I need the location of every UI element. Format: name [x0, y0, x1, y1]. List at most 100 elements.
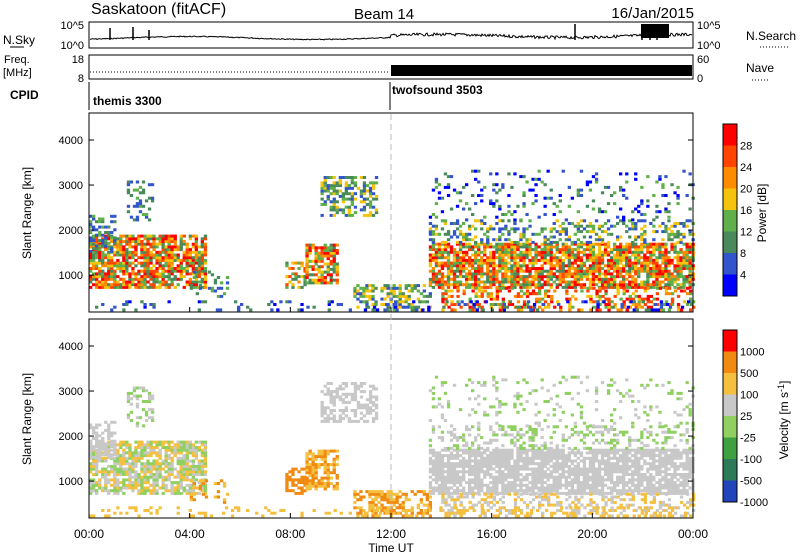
heatmap-cell	[522, 281, 525, 284]
heatmap-cell	[223, 498, 226, 501]
heatmap-cell	[637, 267, 640, 270]
heatmap-cell	[318, 279, 321, 282]
heatmap-cell	[119, 240, 122, 243]
heatmap-cell	[486, 281, 489, 284]
heatmap-cell	[152, 248, 155, 251]
heatmap-cell	[435, 251, 438, 254]
heatmap-cell	[321, 390, 324, 393]
heatmap-cell	[128, 286, 131, 289]
heatmap-cell	[198, 470, 201, 473]
heatmap-cell	[159, 473, 162, 476]
heatmap-cell	[519, 465, 522, 468]
heatmap-cell	[177, 248, 180, 251]
heatmap-cell	[459, 264, 462, 267]
heatmap-cell	[550, 227, 553, 230]
heatmap-cell	[541, 449, 544, 452]
heatmap-cell	[438, 254, 441, 257]
heatmap-cell	[686, 262, 689, 265]
heatmap-cell	[523, 303, 526, 306]
heatmap-cell	[498, 205, 501, 208]
heatmap-cell	[504, 254, 507, 257]
heatmap-cell	[513, 473, 516, 476]
heatmap-cell	[321, 458, 324, 461]
heatmap-cell	[146, 248, 149, 251]
heatmap-cell	[544, 487, 547, 490]
heatmap-cell	[577, 227, 580, 230]
heatmap-cell	[396, 308, 399, 311]
heatmap-cell	[507, 254, 510, 257]
heatmap-cell	[547, 275, 550, 278]
heatmap-cell	[327, 265, 330, 268]
heatmap-cell	[168, 465, 171, 468]
heatmap-cell	[619, 236, 622, 239]
heatmap-cell	[193, 493, 196, 496]
heatmap-cell	[438, 457, 441, 460]
heatmap-cell	[192, 256, 195, 259]
heatmap-cell	[149, 476, 152, 479]
heatmap-cell	[516, 465, 519, 468]
heatmap-cell	[324, 463, 327, 466]
heatmap-cell	[140, 251, 143, 254]
heatmap-cell	[607, 259, 610, 262]
heatmap-cell	[368, 496, 371, 499]
heatmap-cell	[300, 487, 303, 490]
heatmap-cell	[387, 501, 390, 504]
heatmap-cell	[531, 262, 534, 265]
heatmap-cell	[171, 446, 174, 449]
heatmap-cell	[617, 308, 620, 311]
heatmap-cell	[689, 278, 692, 281]
heatmap-cell	[101, 251, 104, 254]
heatmap-cell	[192, 473, 195, 476]
heatmap-cell	[453, 308, 456, 311]
heatmap-cell	[305, 257, 308, 260]
heatmap-cell	[470, 300, 473, 303]
heatmap-cell	[351, 181, 354, 184]
heatmap-cell	[171, 237, 174, 240]
heatmap-cell	[180, 235, 183, 238]
heatmap-cell	[134, 283, 137, 286]
heatmap-cell	[541, 259, 544, 262]
heatmap-cell	[628, 270, 631, 273]
heatmap-cell	[480, 194, 483, 197]
heatmap-cell	[177, 489, 180, 492]
heatmap-cell	[134, 243, 137, 246]
heatmap-cell	[110, 270, 113, 273]
heatmap-cell	[474, 202, 477, 205]
heatmap-cell	[321, 187, 324, 190]
heatmap-cell	[186, 492, 189, 495]
heatmap-cell	[531, 241, 534, 244]
heatmap-cell	[520, 308, 523, 311]
heatmap-cell	[183, 460, 186, 463]
heatmap-cell	[155, 462, 158, 465]
heatmap-cell	[183, 254, 186, 257]
heatmap-cell	[644, 298, 647, 301]
heatmap-cell	[333, 458, 336, 461]
heatmap-cell	[596, 306, 599, 309]
heatmap-cell	[336, 281, 339, 284]
heatmap-cell	[113, 254, 116, 257]
heatmap-cell	[192, 235, 195, 238]
heatmap-cell	[119, 457, 122, 460]
heatmap-cell	[649, 275, 652, 278]
heatmap-cell	[192, 451, 195, 454]
heatmap-cell	[330, 382, 333, 385]
heatmap-cell	[240, 303, 243, 306]
heatmap-cell	[201, 240, 204, 243]
heatmap-cell	[513, 267, 516, 270]
heatmap-cell	[171, 449, 174, 452]
heatmap-cell	[658, 275, 661, 278]
heatmap-cell	[435, 178, 438, 181]
heatmap-cell	[171, 462, 174, 465]
heatmap-cell	[201, 254, 204, 257]
heatmap-cell	[429, 270, 432, 273]
heatmap-cell	[372, 420, 375, 423]
heatmap-cell	[165, 281, 168, 284]
heatmap-cell	[673, 270, 676, 273]
heatmap-cell	[634, 256, 637, 259]
heatmap-cell	[607, 254, 610, 257]
heatmap-cell	[544, 462, 547, 465]
heatmap-cell	[625, 270, 628, 273]
heatmap-cell	[499, 290, 502, 293]
heatmap-cell	[152, 465, 155, 468]
heatmap-cell	[330, 401, 333, 404]
